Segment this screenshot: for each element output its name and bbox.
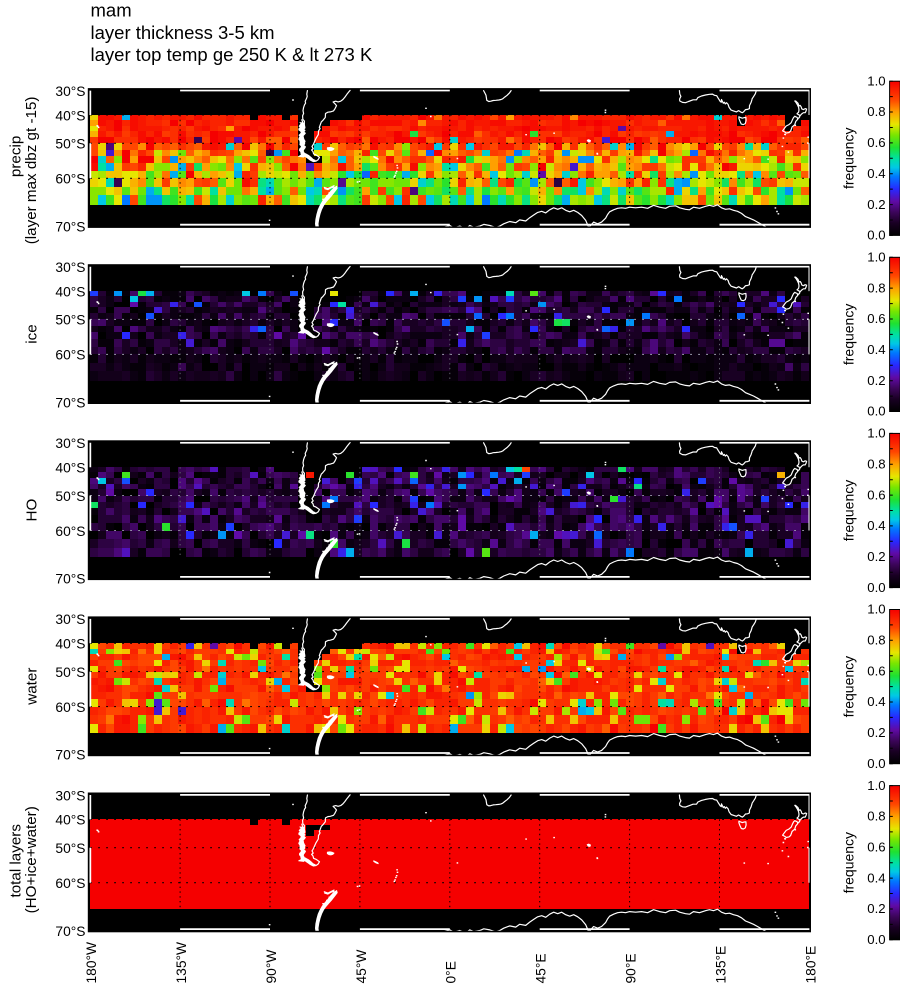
svg-text:HO: HO bbox=[23, 499, 40, 522]
svg-text:40°S: 40°S bbox=[55, 813, 85, 828]
svg-text:0.0: 0.0 bbox=[867, 228, 885, 243]
svg-text:70°S: 70°S bbox=[55, 924, 85, 939]
svg-text:30°S: 30°S bbox=[55, 84, 85, 99]
svg-text:0.8: 0.8 bbox=[867, 456, 885, 471]
svg-text:layer top temp ge 250 K & lt 2: layer top temp ge 250 K & lt 273 K bbox=[91, 44, 373, 65]
svg-text:0.0: 0.0 bbox=[867, 580, 885, 595]
svg-text:frequency: frequency bbox=[841, 656, 857, 717]
svg-text:90°E: 90°E bbox=[624, 953, 639, 983]
svg-text:60°S: 60°S bbox=[55, 348, 85, 363]
svg-text:water: water bbox=[23, 668, 40, 706]
svg-text:(layer max dbz gt -15): (layer max dbz gt -15) bbox=[23, 97, 40, 245]
svg-text:0.2: 0.2 bbox=[867, 373, 885, 388]
svg-text:70°S: 70°S bbox=[55, 396, 85, 411]
svg-text:frequency: frequency bbox=[841, 128, 857, 189]
svg-text:60°S: 60°S bbox=[55, 172, 85, 187]
svg-text:0.0: 0.0 bbox=[867, 756, 885, 771]
svg-text:30°S: 30°S bbox=[55, 260, 85, 275]
svg-text:0.2: 0.2 bbox=[867, 197, 885, 212]
svg-text:0.4: 0.4 bbox=[867, 166, 885, 181]
svg-text:90°W: 90°W bbox=[264, 950, 279, 984]
svg-text:0.8: 0.8 bbox=[867, 633, 885, 648]
svg-text:70°S: 70°S bbox=[55, 219, 85, 234]
svg-text:60°S: 60°S bbox=[55, 524, 85, 539]
svg-text:total layers: total layers bbox=[7, 824, 24, 898]
svg-text:50°S: 50°S bbox=[55, 665, 85, 680]
svg-text:50°S: 50°S bbox=[55, 313, 85, 328]
svg-text:0.6: 0.6 bbox=[867, 487, 885, 502]
svg-text:0.6: 0.6 bbox=[867, 311, 885, 326]
svg-text:0.4: 0.4 bbox=[867, 342, 885, 357]
svg-text:30°S: 30°S bbox=[55, 612, 85, 627]
svg-text:0.6: 0.6 bbox=[867, 135, 885, 150]
svg-text:40°S: 40°S bbox=[55, 637, 85, 652]
svg-text:0.4: 0.4 bbox=[867, 518, 885, 533]
svg-text:50°S: 50°S bbox=[55, 489, 85, 504]
svg-text:0°E: 0°E bbox=[444, 961, 459, 983]
svg-text:70°S: 70°S bbox=[55, 572, 85, 587]
svg-text:mam: mam bbox=[91, 0, 132, 21]
svg-text:50°S: 50°S bbox=[55, 841, 85, 856]
svg-text:0.2: 0.2 bbox=[867, 901, 885, 916]
svg-text:0.2: 0.2 bbox=[867, 549, 885, 564]
svg-text:0.6: 0.6 bbox=[867, 663, 885, 678]
svg-text:180°E: 180°E bbox=[803, 946, 818, 984]
svg-text:0.8: 0.8 bbox=[867, 809, 885, 824]
svg-text:30°S: 30°S bbox=[55, 436, 85, 451]
svg-text:1.0: 1.0 bbox=[867, 602, 885, 617]
svg-text:60°S: 60°S bbox=[55, 876, 85, 891]
svg-text:layer thickness 3-5 km: layer thickness 3-5 km bbox=[91, 22, 275, 43]
svg-text:frequency: frequency bbox=[841, 480, 857, 541]
svg-text:135°E: 135°E bbox=[713, 946, 728, 984]
svg-text:frequency: frequency bbox=[841, 832, 857, 893]
svg-text:40°S: 40°S bbox=[55, 461, 85, 476]
svg-text:(HO+ice+water): (HO+ice+water) bbox=[23, 806, 40, 913]
svg-text:50°S: 50°S bbox=[55, 137, 85, 152]
svg-text:0.0: 0.0 bbox=[867, 404, 885, 419]
svg-text:0.6: 0.6 bbox=[867, 840, 885, 855]
svg-text:0.0: 0.0 bbox=[867, 932, 885, 947]
svg-text:40°S: 40°S bbox=[55, 108, 85, 123]
svg-text:1.0: 1.0 bbox=[867, 73, 885, 88]
svg-text:1.0: 1.0 bbox=[867, 778, 885, 793]
svg-text:0.8: 0.8 bbox=[867, 280, 885, 295]
svg-text:60°S: 60°S bbox=[55, 700, 85, 715]
svg-text:0.4: 0.4 bbox=[867, 694, 885, 709]
svg-text:30°S: 30°S bbox=[55, 788, 85, 803]
svg-text:135°W: 135°W bbox=[174, 942, 189, 984]
svg-text:frequency: frequency bbox=[841, 304, 857, 365]
svg-text:45°E: 45°E bbox=[534, 953, 549, 983]
svg-text:0.8: 0.8 bbox=[867, 104, 885, 119]
svg-text:40°S: 40°S bbox=[55, 284, 85, 299]
svg-text:45°W: 45°W bbox=[354, 950, 369, 984]
svg-text:1.0: 1.0 bbox=[867, 250, 885, 265]
svg-text:1.0: 1.0 bbox=[867, 426, 885, 441]
svg-text:180°W: 180°W bbox=[84, 942, 99, 984]
svg-text:0.4: 0.4 bbox=[867, 870, 885, 885]
svg-text:0.2: 0.2 bbox=[867, 725, 885, 740]
svg-text:precip: precip bbox=[7, 136, 24, 177]
svg-text:70°S: 70°S bbox=[55, 748, 85, 763]
svg-text:ice: ice bbox=[23, 324, 40, 343]
